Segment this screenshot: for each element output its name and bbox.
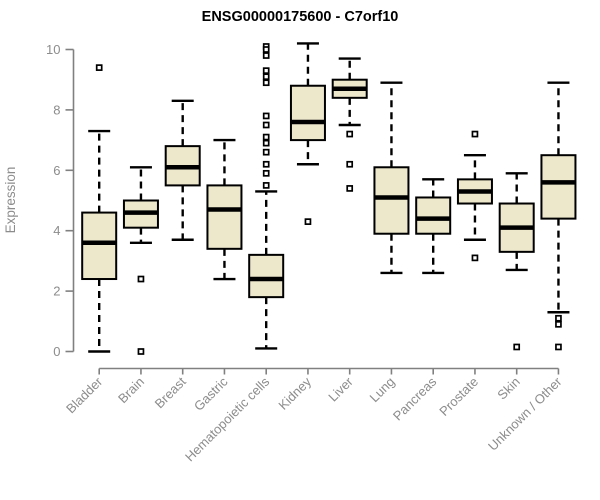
outlier-point <box>262 121 270 129</box>
outlier-point <box>346 185 354 192</box>
outlier-point <box>304 218 312 225</box>
boxplot-kidney <box>289 42 326 225</box>
x-tick-label-bladder: Bladder <box>63 374 106 417</box>
x-tick-label-breast: Breast <box>152 374 189 411</box>
outlier-point <box>346 130 354 138</box>
boxplot-liver <box>331 57 368 192</box>
boxplot-prostate <box>456 130 493 262</box>
outlier-point <box>555 320 562 328</box>
x-tick-label-brain: Brain <box>115 374 147 406</box>
x-tick-label-liver: Liver <box>325 374 356 405</box>
y-tick-label: 0 <box>53 344 60 359</box>
y-tick-label: 6 <box>53 163 60 178</box>
outlier-point <box>262 46 270 53</box>
boxplot-skin <box>498 172 535 351</box>
x-tick-label-kidney: Kidney <box>275 374 314 413</box>
boxplot-breast <box>164 99 201 241</box>
boxplot-unknown-other <box>540 81 577 351</box>
iqr-box <box>206 184 243 250</box>
boxplot-hematopoietic-cells <box>248 43 285 350</box>
outlier-point <box>262 139 270 147</box>
iqr-box <box>415 196 452 235</box>
outlier-point <box>137 348 145 355</box>
iqr-box <box>248 253 285 299</box>
iqr-box <box>81 211 118 281</box>
chart-title: ENSG00000175600 - C7orf10 <box>202 9 399 25</box>
outlier-point <box>262 148 270 156</box>
y-tick-label: 2 <box>53 284 60 299</box>
iqr-box <box>373 166 410 235</box>
outlier-point <box>346 160 354 168</box>
x-tick-label-unknown-other: Unknown / Other <box>485 374 565 454</box>
outlier-point <box>262 79 270 87</box>
iqr-box <box>540 154 577 220</box>
outlier-point <box>262 73 270 81</box>
outlier-point <box>555 314 562 322</box>
y-axis-label: Expression <box>3 167 18 234</box>
y-tick-label: 10 <box>46 42 60 57</box>
boxplot-pancreas <box>415 178 452 275</box>
y-tick-label: 8 <box>53 102 60 117</box>
boxplot-brain <box>122 166 159 355</box>
x-tick-label-pancreas: Pancreas <box>390 374 440 424</box>
boxes-layer <box>81 42 577 355</box>
outlier-point <box>95 64 103 71</box>
x-tick-label-prostate: Prostate <box>436 374 481 419</box>
boxplot-gastric <box>206 138 243 281</box>
outlier-point <box>471 130 479 138</box>
outlier-point <box>262 133 270 141</box>
outlier-point <box>513 343 521 351</box>
boxplot-lung <box>373 81 410 275</box>
outlier-point <box>262 160 270 168</box>
outlier-point <box>471 254 479 262</box>
boxplot-bladder <box>81 64 118 353</box>
outlier-point <box>555 343 562 351</box>
outlier-point <box>262 112 270 120</box>
x-tick-label-skin: Skin <box>494 374 522 402</box>
outlier-point <box>137 275 145 283</box>
x-tick-label-gastric: Gastric <box>191 374 231 414</box>
outlier-point <box>262 52 270 59</box>
outlier-point <box>262 67 270 74</box>
outlier-point <box>262 182 270 189</box>
y-tick-label: 4 <box>53 223 60 238</box>
x-tick-label-lung: Lung <box>367 374 398 405</box>
iqr-box <box>289 84 326 142</box>
outlier-point <box>262 169 270 177</box>
